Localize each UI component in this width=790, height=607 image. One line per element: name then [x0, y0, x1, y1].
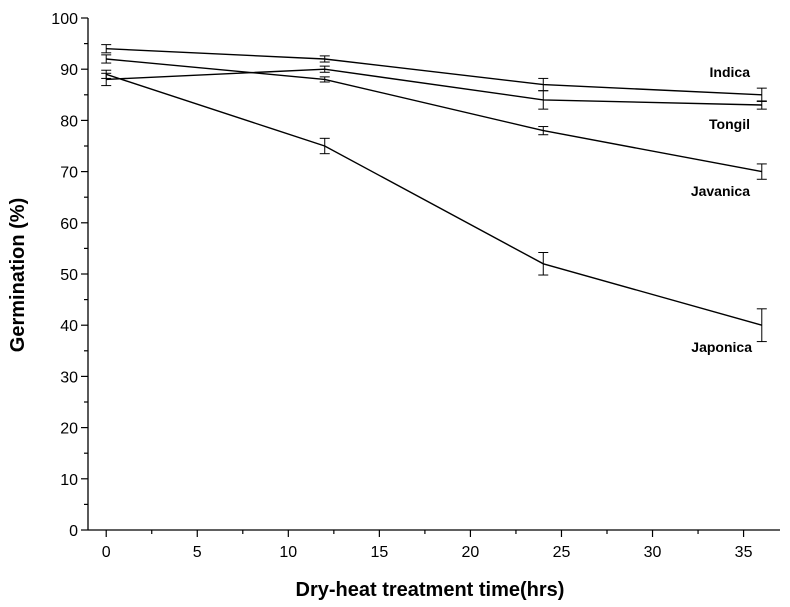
y-tick-label: 70: [60, 165, 78, 182]
x-tick-label: 10: [279, 544, 297, 561]
x-tick-label: 15: [370, 544, 388, 561]
series-label-javanica: Javanica: [691, 183, 750, 199]
error-bar-javanica: [538, 126, 549, 136]
series-label-japonica: Japonica: [691, 339, 752, 355]
error-bar-tongil: [756, 100, 767, 110]
series-line-javanica: [106, 58, 762, 173]
y-tick-label: 100: [51, 11, 78, 28]
series-labels: Indica Tongil Javanica Japonica: [691, 64, 752, 355]
x-tick-label: 20: [462, 544, 480, 561]
y-tick-label: 50: [60, 267, 78, 284]
y-tick-label: 80: [60, 113, 78, 130]
error-bar-javanica: [756, 163, 767, 180]
x-tick-label: 35: [735, 544, 753, 561]
error-bar-japonica: [756, 308, 767, 343]
series-line-tongil: [106, 68, 762, 106]
y-tick-label: 20: [60, 421, 78, 438]
series-line-indica: [106, 48, 762, 96]
error-bar-japonica: [101, 69, 112, 79]
series-label-indica: Indica: [710, 64, 751, 80]
error-bar-tongil: [319, 65, 330, 73]
error-bar-indica: [101, 44, 112, 54]
series-line-japonica: [105, 73, 762, 326]
error-bar-javanica: [319, 76, 330, 83]
error-bar-japonica: [319, 137, 330, 155]
axes: [87, 18, 780, 531]
x-axis-title: Dry-heat treatment time(hrs): [296, 579, 565, 601]
x-tick-label: 30: [644, 544, 662, 561]
y-tick-label: 40: [60, 318, 78, 335]
y-tick-label: 60: [60, 216, 78, 233]
error-bar-indica: [319, 55, 330, 63]
x-ticks: 0 5 10 15 20 25 30 35: [102, 530, 753, 561]
y-tick-label: 90: [60, 62, 78, 79]
y-tick-label: 0: [69, 523, 78, 540]
y-axis-title: Germination (%): [7, 198, 29, 352]
error-bar-javanica: [101, 54, 112, 64]
x-tick-label: 5: [193, 544, 202, 561]
error-bar-tongil: [538, 90, 549, 110]
x-tick-label: 25: [553, 544, 571, 561]
y-ticks: 0 10 20 30 40 50 60 70 80 90 100: [51, 11, 88, 540]
x-tick-label: 0: [102, 544, 111, 561]
error-bar-japonica: [538, 251, 549, 276]
series-label-tongil: Tongil: [709, 116, 750, 132]
series-group: [101, 44, 767, 343]
y-tick-label: 10: [60, 472, 78, 489]
y-tick-label: 30: [60, 369, 78, 386]
